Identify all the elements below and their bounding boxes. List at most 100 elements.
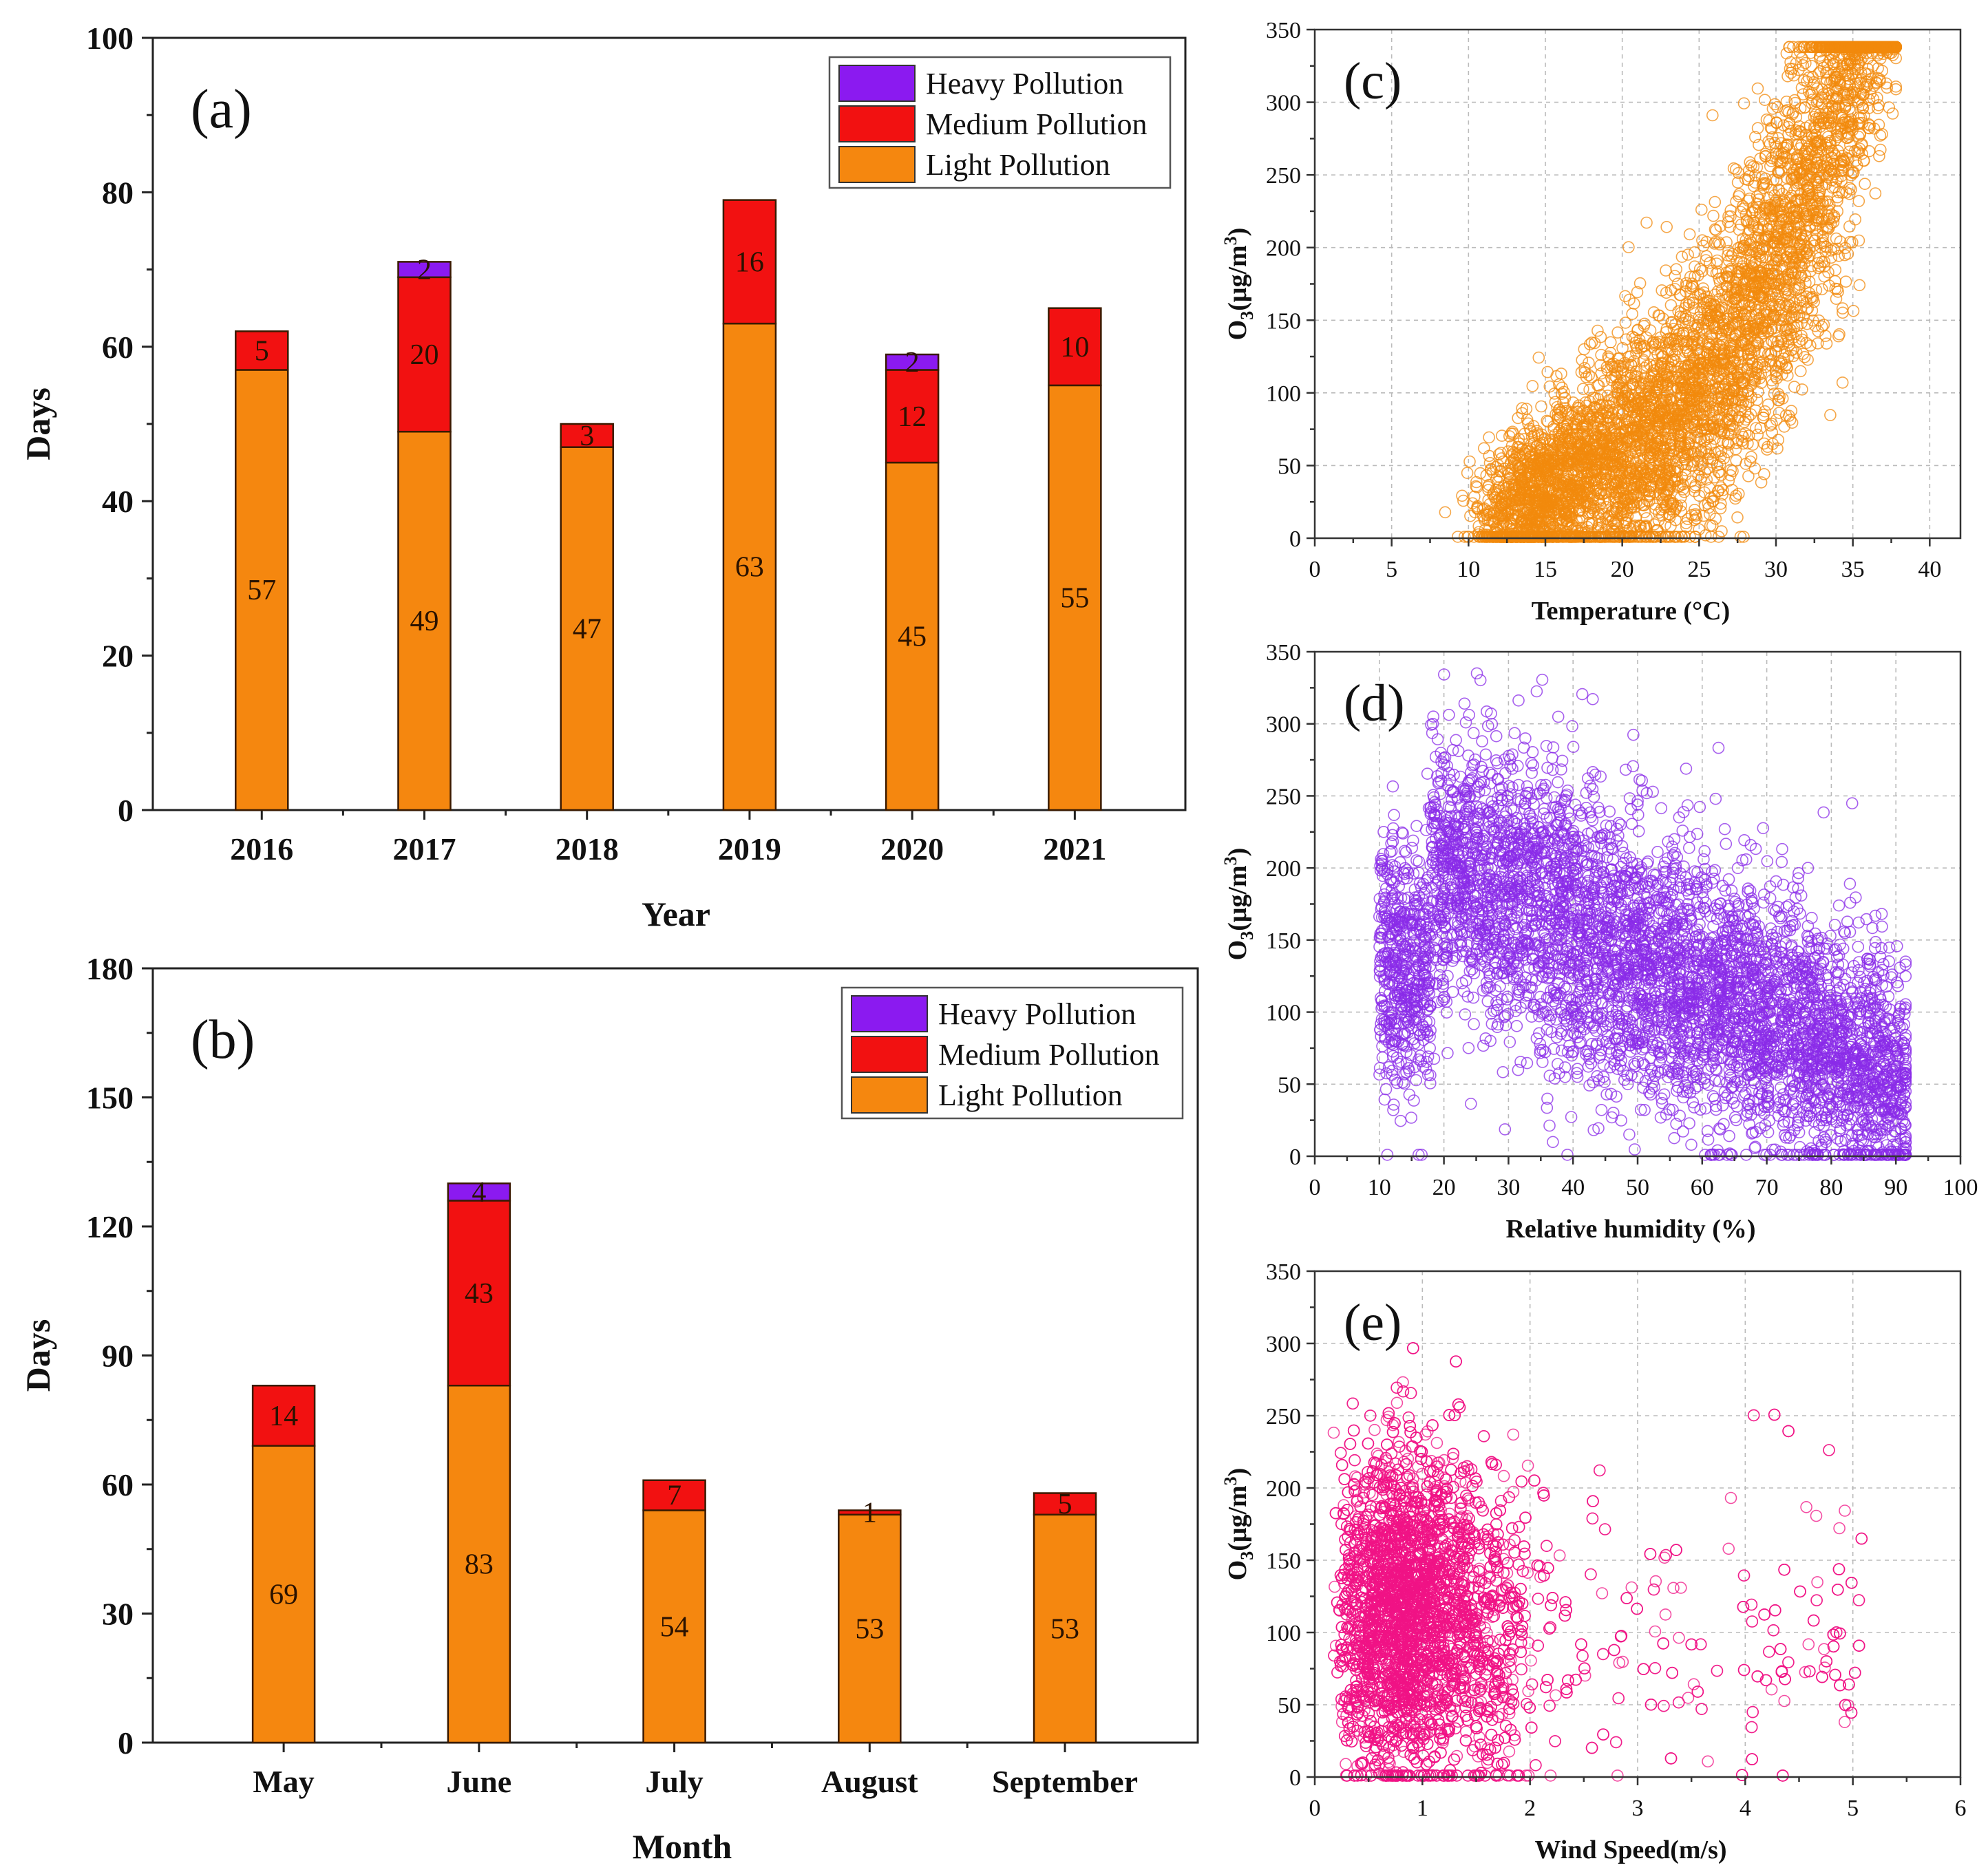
bar-segment (235, 330, 289, 371)
bar-segment (560, 423, 614, 448)
x-tick-label: May (253, 1764, 314, 1799)
scatter-point (1660, 220, 1673, 233)
scatter-point (1683, 228, 1696, 241)
legend-swatch (851, 1076, 928, 1114)
y-tick-label: 80 (102, 175, 134, 210)
y-tick-label: 20 (102, 639, 134, 674)
bar-data-label: 54 (660, 1611, 689, 1643)
x-tick-label: 2021 (1043, 831, 1106, 866)
legend-swatch (838, 65, 916, 102)
scatter-point (1583, 357, 1595, 369)
scatter-point (1721, 445, 1734, 458)
scatter-point (1461, 467, 1474, 479)
y-tick-label: 0 (118, 1725, 134, 1761)
scatter-point (1496, 429, 1508, 442)
x-tick-label: 2017 (392, 831, 456, 866)
x-axis-title: Year (642, 895, 710, 933)
bar-data-label: 7 (667, 1480, 681, 1512)
bar-segment (397, 430, 452, 811)
scatter-point (1556, 387, 1568, 400)
x-tick-label: June (447, 1764, 512, 1799)
scatter-point (1781, 70, 1794, 83)
x-tick-label: 2018 (556, 831, 619, 866)
y-tick-label: 90 (102, 1339, 134, 1374)
bar-segment (397, 261, 452, 279)
scatter-point (1795, 365, 1807, 378)
panel-label: (b) (191, 1010, 255, 1070)
bar-segment (235, 369, 289, 811)
x-tick-label: August (821, 1764, 918, 1799)
scatter-point (1470, 480, 1482, 493)
bar-segment (560, 446, 614, 811)
legend-swatch (851, 995, 928, 1032)
scatter-point (1758, 468, 1770, 480)
scatter-point (1852, 234, 1865, 247)
x-tick-label: 2020 (880, 831, 944, 866)
bar-segment (722, 199, 777, 325)
bar-data-label: 12 (898, 401, 927, 433)
y-tick-label: 40 (102, 484, 134, 519)
bar-segment (397, 276, 452, 433)
y-tick-label: 0 (118, 793, 134, 828)
legend-entry: Light Pollution (938, 1078, 1123, 1112)
scatter-point (1830, 232, 1843, 245)
bar-data-label: 20 (410, 339, 438, 371)
x-tick-label: 2019 (718, 831, 781, 866)
y-tick-label: 60 (102, 1467, 134, 1502)
scatter-point (1702, 501, 1715, 514)
scatter-point (1793, 281, 1806, 294)
panel-label: (a) (191, 79, 252, 140)
bar-data-label: 83 (465, 1549, 494, 1581)
bar-segment (722, 322, 777, 811)
legend-swatch (838, 105, 916, 142)
y-tick-label: 120 (86, 1209, 134, 1244)
bar-segment (885, 353, 940, 371)
y-tick-label: 60 (102, 330, 134, 365)
bar-segment (838, 1513, 902, 1744)
scatter-point (1669, 270, 1681, 282)
bar-segment (1048, 384, 1102, 811)
y-tick-label: 180 (86, 951, 134, 986)
bar-chart-a: 0204060801002016575201749202201847320196… (19, 21, 1187, 933)
bar-segment (642, 1479, 706, 1511)
scatter-point (1640, 216, 1653, 229)
scatter-point (1797, 59, 1809, 72)
scatter-point (1640, 512, 1653, 524)
bar-data-label: 45 (898, 621, 927, 653)
scatter-point (1715, 481, 1727, 493)
bar-segment (251, 1385, 316, 1447)
scatter-chart-c: 0 5 10 15 20 25 30 35 40050100150200250300350Tem… (1220, 18, 1962, 626)
x-axis-title: Month (633, 1827, 732, 1866)
x-tick-label: July (645, 1764, 703, 1799)
bar-data-label: 5 (1058, 1489, 1072, 1520)
scatter-point (1463, 455, 1476, 468)
bar-data-label: 16 (735, 246, 764, 278)
legend-entry: Medium Pollution (938, 1038, 1159, 1072)
legend-entry: Light Pollution (926, 148, 1110, 182)
bar-segment (447, 1182, 511, 1202)
bar-data-label: 10 (1060, 332, 1089, 363)
y-tick-label: 150 (86, 1081, 134, 1116)
bar-data-label: 53 (855, 1613, 884, 1645)
y-tick-label: 100 (86, 21, 134, 56)
scatter-point (1737, 97, 1751, 109)
scatter-point (1716, 488, 1728, 501)
scatter-point (1724, 204, 1737, 217)
bar-data-label: 47 (573, 613, 602, 645)
bar-data-label: 69 (269, 1579, 298, 1610)
bar-data-label: 43 (465, 1278, 494, 1310)
legend-swatch (851, 1036, 928, 1073)
scatter-point (1458, 531, 1471, 543)
y-tick-label: 30 (102, 1597, 134, 1632)
bar-segment (885, 461, 940, 811)
scatter-point (1439, 506, 1452, 519)
bar-data-label: 1 (863, 1498, 877, 1529)
x-tick-label: September (992, 1764, 1138, 1799)
scatter-point (1751, 82, 1764, 95)
scatter-point (1464, 509, 1477, 522)
x-tick-label: 2016 (230, 831, 293, 866)
bar-segment (251, 1445, 316, 1744)
